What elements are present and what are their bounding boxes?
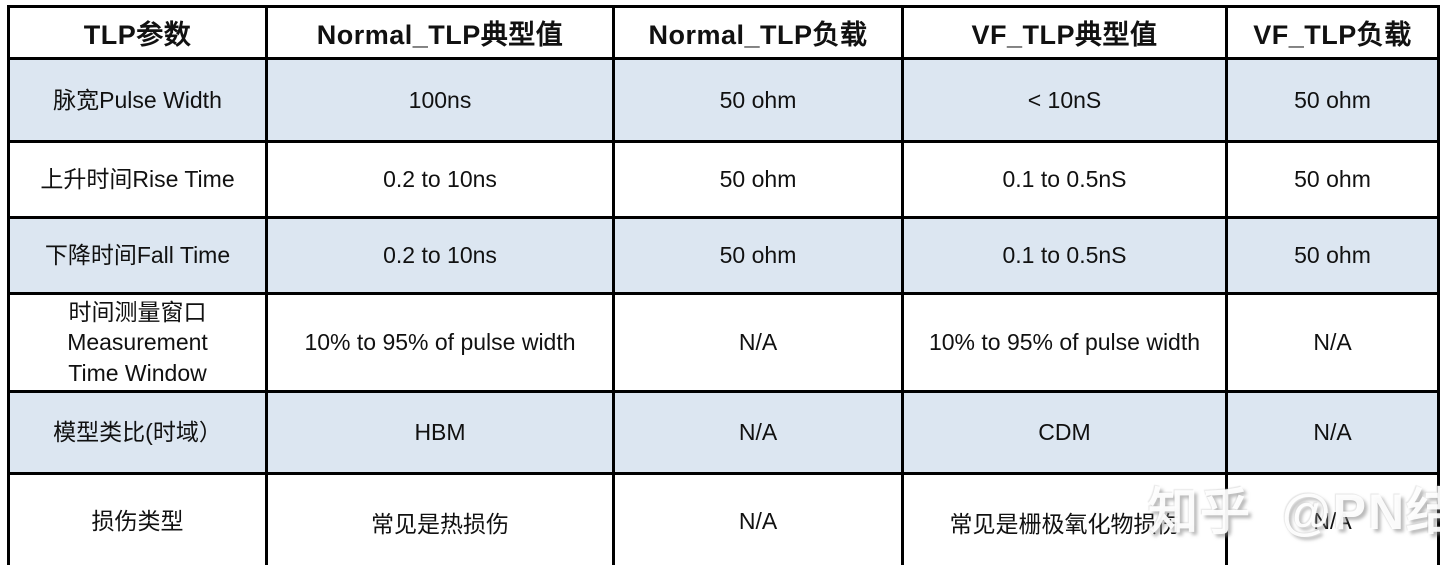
table-cell: 50 ohm: [1225, 216, 1440, 295]
table-cell: 50 ohm: [1225, 140, 1440, 219]
table-cell: N/A: [612, 472, 904, 565]
col-header-tlp-param: TLP参数: [7, 5, 268, 60]
table-cell: HBM: [265, 390, 615, 476]
table-row-rise-time: 上升时间Rise Time 0.2 to 10ns 50 ohm 0.1 to …: [7, 140, 1440, 219]
col-header-vf-tlp-typical: VF_TLP典型值: [901, 5, 1228, 60]
table-cell: 常见是栅极氧化物损伤: [901, 472, 1228, 565]
header-row: TLP参数 Normal_TLP典型值 Normal_TLP负载 VF_TLP典…: [7, 5, 1440, 60]
table-cell: 0.2 to 10ns: [265, 140, 615, 219]
row-label: 模型类比(时域）: [7, 390, 268, 476]
table-cell: N/A: [612, 390, 904, 476]
table-cell: 0.2 to 10ns: [265, 216, 615, 295]
table-cell: CDM: [901, 390, 1228, 476]
row-label: 损伤类型: [7, 472, 268, 565]
table-cell: N/A: [1225, 472, 1440, 565]
table-cell: N/A: [612, 291, 904, 394]
table-row-pulse-width: 脉宽Pulse Width 100ns 50 ohm < 10nS 50 ohm: [7, 57, 1440, 143]
table-cell: 100ns: [265, 57, 615, 143]
row-label: 时间测量窗口 Measurement Time Window: [7, 291, 268, 394]
table-row-measurement-window: 时间测量窗口 Measurement Time Window 10% to 95…: [7, 291, 1440, 394]
table-cell: N/A: [1225, 390, 1440, 476]
table-cell: 0.1 to 0.5nS: [901, 216, 1228, 295]
table-cell: 10% to 95% of pulse width: [265, 291, 615, 394]
table-cell: 0.1 to 0.5nS: [901, 140, 1228, 219]
table-cell: 50 ohm: [612, 140, 904, 219]
table-cell: 常见是热损伤: [265, 472, 615, 565]
table-cell: N/A: [1225, 291, 1440, 394]
table-row-model-analogy: 模型类比(时域） HBM N/A CDM N/A: [7, 390, 1440, 476]
table-cell: 50 ohm: [1225, 57, 1440, 143]
col-header-vf-tlp-load: VF_TLP负载: [1225, 5, 1440, 60]
table-row-fall-time: 下降时间Fall Time 0.2 to 10ns 50 ohm 0.1 to …: [7, 216, 1440, 295]
row-label: 下降时间Fall Time: [7, 216, 268, 295]
table-row-damage-type: 损伤类型 常见是热损伤 N/A 常见是栅极氧化物损伤 N/A: [7, 472, 1440, 565]
table-cell: < 10nS: [901, 57, 1228, 143]
row-label: 脉宽Pulse Width: [7, 57, 268, 143]
row-label: 上升时间Rise Time: [7, 140, 268, 219]
table-cell: 10% to 95% of pulse width: [901, 291, 1228, 394]
col-header-normal-tlp-load: Normal_TLP负载: [612, 5, 904, 60]
tlp-comparison-table: TLP参数 Normal_TLP典型值 Normal_TLP负载 VF_TLP典…: [7, 5, 1440, 565]
table-cell: 50 ohm: [612, 57, 904, 143]
col-header-normal-tlp-typical: Normal_TLP典型值: [265, 5, 615, 60]
table-cell: 50 ohm: [612, 216, 904, 295]
